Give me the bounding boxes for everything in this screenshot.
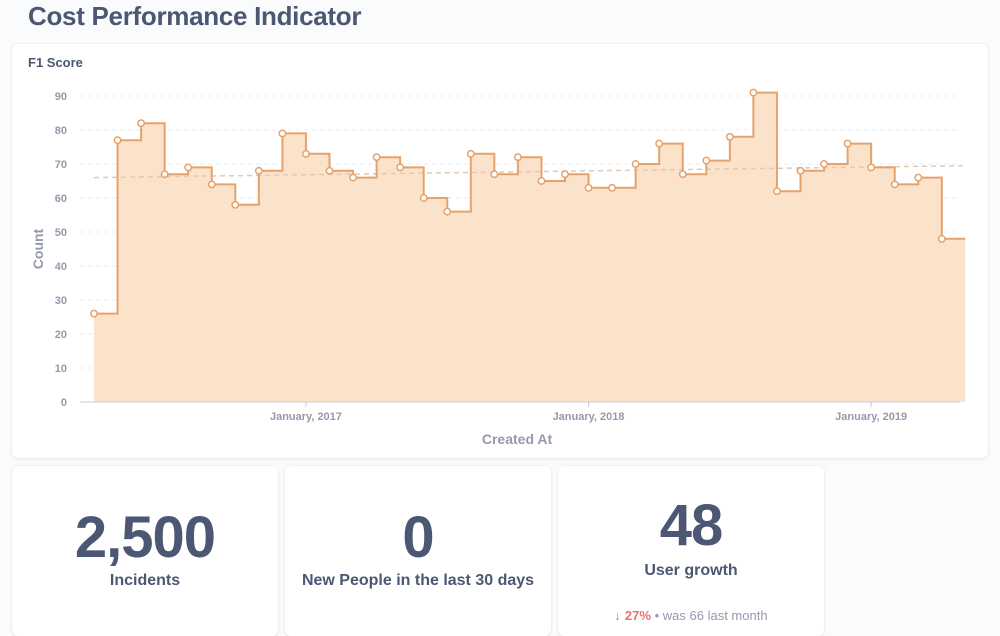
scalar-label: New People in the last 30 days [301, 572, 535, 589]
data-point [608, 183, 617, 192]
scalar-label: User growth [644, 562, 738, 579]
chart-title[interactable]: F1 Score [28, 55, 83, 70]
trend-was: was 66 [662, 608, 704, 623]
y-tick-label: 50 [55, 227, 67, 239]
data-point [584, 183, 593, 192]
y-tick-label: 10 [55, 363, 67, 375]
area-fill [94, 92, 966, 402]
data-point [890, 180, 899, 189]
chart-card[interactable]: F1 Score 0 10 20 30 40 50 60 70 80 90 January, 201… [12, 44, 988, 458]
data-point [113, 136, 122, 145]
data-point [231, 200, 240, 209]
data-point [655, 139, 664, 148]
trend-change: 27% [624, 608, 651, 623]
arrow-down-icon: ↓ [614, 608, 621, 623]
data-point [207, 180, 216, 189]
y-tick-label: 80 [55, 125, 67, 137]
data-point [419, 194, 428, 202]
page-title: Cost Performance Indicator [28, 1, 362, 31]
scalar-label: Incidents [109, 572, 181, 589]
scalar-card-new-people[interactable]: 0 New People in the last 30 days [285, 466, 551, 636]
data-point [773, 187, 781, 196]
y-tick-label: 30 [55, 295, 67, 307]
data-point [796, 166, 805, 175]
x-tick-label: January, 2018 [553, 411, 625, 423]
data-point [372, 153, 381, 162]
data-point [254, 166, 263, 175]
data-point [678, 170, 687, 179]
data-point [325, 166, 334, 175]
data-point [396, 163, 405, 172]
trend-indicator: ↓ 27% • was 66 last month [558, 608, 824, 623]
data-point [702, 156, 711, 165]
y-axis-title: Count [30, 228, 46, 269]
axis-layer: 0 10 20 30 40 50 60 70 80 90 January, 2017 January,… [30, 91, 960, 447]
scalar-value: 2,500 [74, 505, 216, 570]
y-tick-label: 60 [55, 193, 67, 205]
trend-period: last month [707, 608, 768, 623]
x-axis-title: Created At [482, 431, 553, 447]
data-point [937, 234, 946, 243]
data-point [443, 207, 452, 216]
x-tick-label: January, 2017 [270, 411, 342, 423]
data-point [914, 173, 923, 182]
scalar-card-user-growth[interactable]: 48 User growth ↓ 27% • was 66 last month [558, 466, 824, 636]
trend-layer [93, 164, 966, 179]
trend-line [93, 164, 966, 179]
y-tick-label: 40 [55, 261, 67, 273]
scalar-value: 48 [659, 493, 724, 558]
scalar-card-incidents[interactable]: 2,500 Incidents [12, 466, 278, 636]
step-area-chart: 0 10 20 30 40 50 60 70 80 90 January, 2017 January,… [30, 88, 966, 447]
data-point [561, 170, 569, 179]
data-point [90, 309, 98, 318]
data-point [490, 170, 499, 179]
scalar-value: 0 [402, 505, 434, 570]
y-tick-label: 70 [55, 159, 67, 171]
y-tick-label: 90 [55, 91, 67, 103]
area-layer [94, 92, 966, 402]
data-point [302, 149, 310, 158]
x-tick-label: January, 2019 [835, 411, 907, 423]
point-layer [90, 88, 946, 318]
data-point [725, 132, 734, 141]
data-point [278, 129, 287, 138]
data-point [137, 119, 146, 128]
data-point [631, 160, 640, 168]
trend-separator: • [654, 608, 660, 623]
data-point [749, 88, 758, 97]
y-tick-label: 0 [61, 397, 67, 409]
y-tick-label: 20 [55, 329, 67, 341]
data-point [513, 153, 522, 162]
data-point [867, 163, 876, 172]
data-point [820, 160, 828, 168]
data-point [160, 170, 169, 179]
data-point [349, 173, 357, 182]
data-point [843, 139, 852, 148]
data-point [466, 149, 475, 158]
data-point [184, 163, 193, 172]
data-point [537, 177, 546, 185]
